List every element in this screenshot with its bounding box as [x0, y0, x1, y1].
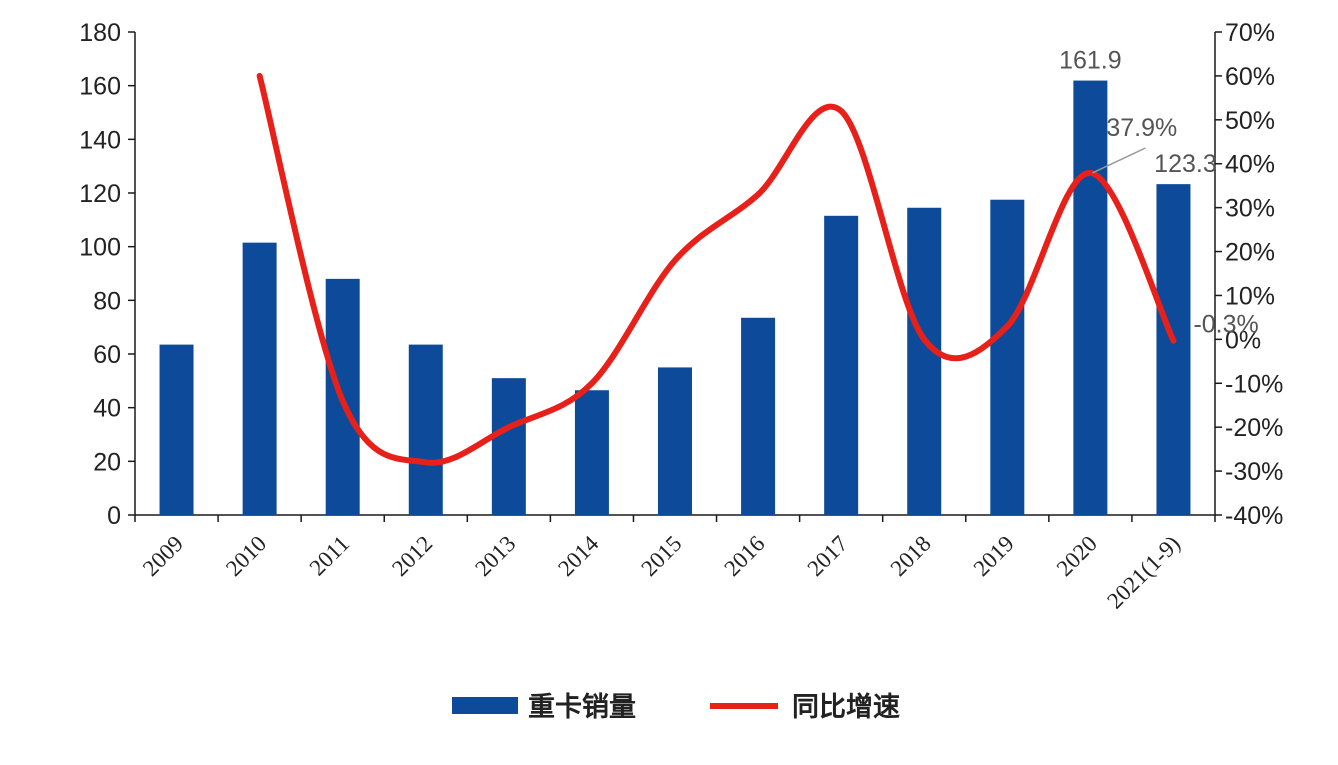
y-right-tick-label: 70%: [1225, 19, 1275, 47]
x-tick-label: 2011: [305, 531, 355, 581]
y-right-tick-label: -30%: [1225, 458, 1283, 486]
x-tick-label: 2021(1-9): [1102, 531, 1185, 614]
x-tick-label: 2020: [1052, 531, 1102, 581]
y-right-tick-label: 20%: [1225, 239, 1275, 267]
bar: [990, 200, 1024, 515]
x-tick-label: 2016: [719, 531, 769, 581]
y-right-tick-label: 60%: [1225, 63, 1275, 91]
x-tick-label: 2014: [553, 531, 604, 582]
bar: [1073, 81, 1107, 515]
legend-line-label: 同比增速: [792, 691, 900, 722]
bar-label-2020: 161.9: [1059, 47, 1122, 75]
y-right-tick-label: -10%: [1225, 370, 1283, 398]
bar: [741, 318, 775, 515]
bar: [409, 345, 443, 515]
x-tick-label: 2012: [387, 531, 437, 581]
x-tick-label: 2015: [636, 531, 686, 581]
line-label-2021: -0.3%: [1193, 311, 1258, 339]
y-right-tick-label: 40%: [1225, 151, 1275, 179]
x-tick-label: 2010: [221, 531, 271, 581]
bar-label-2021: 123.3: [1154, 150, 1217, 178]
y-right-tick-label: 10%: [1225, 282, 1275, 310]
legend-bar-swatch: [452, 697, 518, 714]
legend: 重卡销量 同比增速: [452, 691, 900, 722]
y-right-tick-label: -20%: [1225, 414, 1283, 442]
x-tick-label: 2019: [969, 531, 1019, 581]
y-left-tick-label: 160: [79, 73, 121, 101]
y-left-tick-label: 20: [93, 448, 121, 476]
y-left-tick-label: 180: [79, 19, 121, 47]
line-label-2020: 37.9%: [1106, 114, 1177, 142]
y-left-tick-label: 40: [93, 395, 121, 423]
y-left-tick-label: 100: [79, 234, 121, 262]
bar: [243, 243, 277, 515]
y-left-tick-label: 0: [107, 502, 121, 530]
x-tick-label: 2013: [470, 531, 520, 581]
bar: [824, 216, 858, 515]
bar: [575, 390, 609, 515]
bar: [658, 367, 692, 515]
bar: [1156, 184, 1190, 515]
y-left-tick-label: 60: [93, 341, 121, 369]
x-tick-label: 2017: [802, 531, 852, 581]
bar: [160, 345, 194, 515]
y-right-tick-label: 50%: [1225, 107, 1275, 135]
y-right-tick-label: 30%: [1225, 195, 1275, 223]
legend-bar-label: 重卡销量: [528, 692, 636, 722]
y-left-tick-label: 120: [79, 180, 121, 208]
bar: [492, 378, 526, 515]
y-right-tick-label: -40%: [1225, 502, 1283, 530]
y-left-tick-label: 80: [93, 287, 121, 315]
growth-rate-line: [260, 76, 1174, 463]
x-tick-label: 2018: [886, 531, 936, 581]
y-left-tick-label: 140: [79, 126, 121, 154]
line-group: [260, 76, 1174, 463]
bar: [907, 208, 941, 515]
x-tick-label: 2009: [138, 531, 188, 581]
